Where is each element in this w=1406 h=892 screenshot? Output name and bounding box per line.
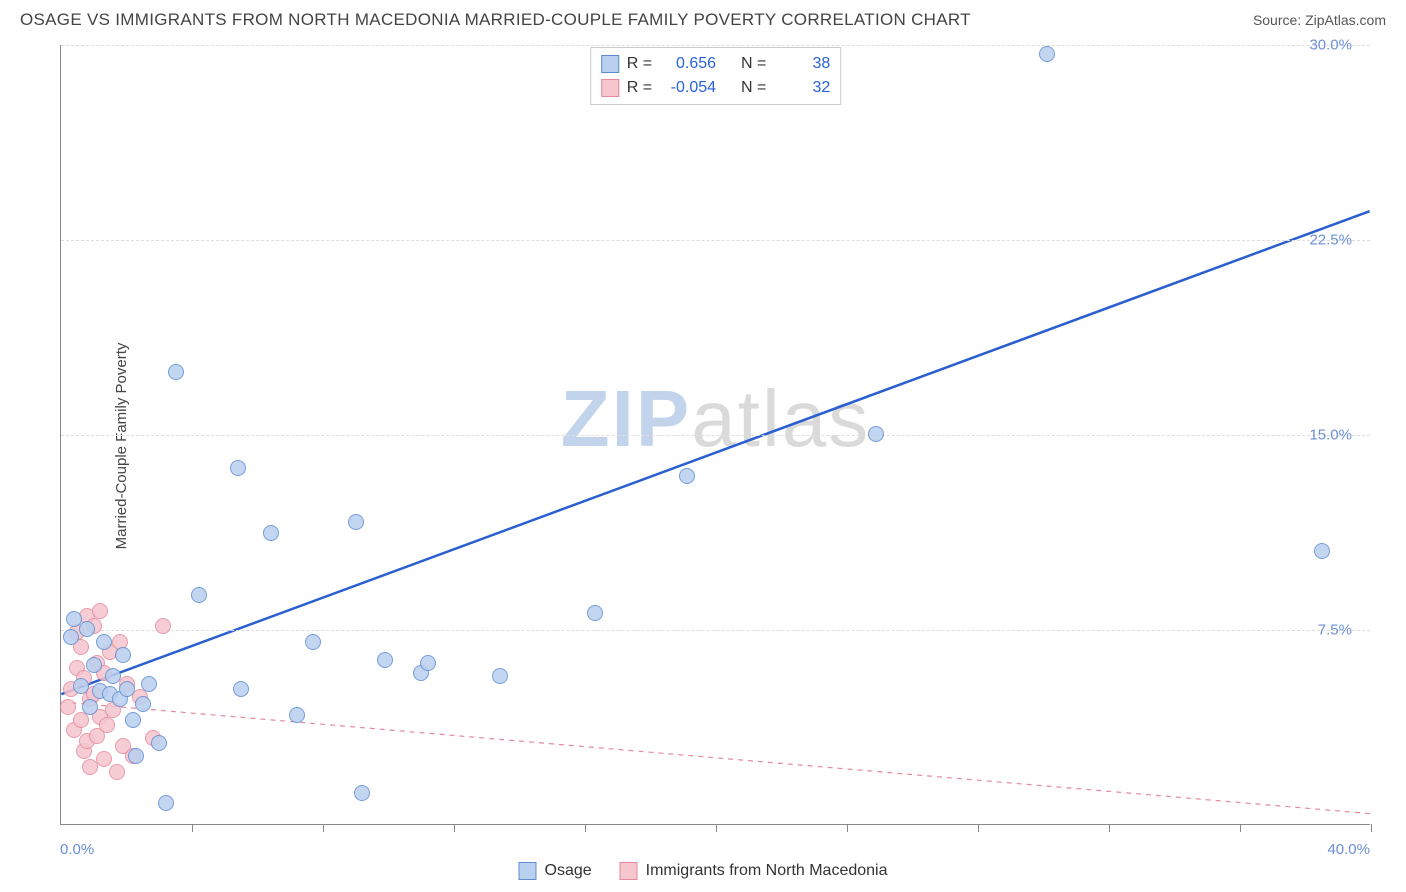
marker-macedonia (92, 603, 108, 619)
marker-osage (151, 735, 167, 751)
y-tick-label: 7.5% (1318, 622, 1352, 639)
marker-osage (105, 668, 121, 684)
page-title: OSAGE VS IMMIGRANTS FROM NORTH MACEDONIA… (20, 10, 971, 30)
source-credit: Source: ZipAtlas.com (1253, 12, 1386, 28)
legend-item-osage: Osage (519, 862, 592, 880)
legend-label-macedonia: Immigrants from North Macedonia (646, 862, 888, 880)
x-tick (1109, 824, 1110, 832)
n-value-osage: 38 (774, 52, 830, 76)
marker-osage (86, 657, 102, 673)
marker-osage (492, 668, 508, 684)
marker-osage (354, 785, 370, 801)
marker-osage (305, 634, 321, 650)
marker-osage (679, 468, 695, 484)
marker-macedonia (73, 712, 89, 728)
x-tick (978, 824, 979, 832)
stats-legend: R = 0.656 N = 38 R = -0.054 N = 32 (590, 47, 842, 105)
y-tick-label: 30.0% (1309, 37, 1352, 54)
marker-macedonia (96, 751, 112, 767)
marker-osage (96, 634, 112, 650)
marker-osage (348, 514, 364, 530)
swatch-osage-icon (519, 862, 537, 880)
marker-osage (63, 629, 79, 645)
marker-osage (420, 655, 436, 671)
marker-osage (230, 460, 246, 476)
marker-osage (168, 364, 184, 380)
marker-osage (119, 681, 135, 697)
x-tick (847, 824, 848, 832)
marker-macedonia (155, 618, 171, 634)
r-label-macedonia: R = (627, 76, 652, 100)
x-tick (585, 824, 586, 832)
marker-osage (79, 621, 95, 637)
marker-osage (263, 525, 279, 541)
marker-osage (128, 748, 144, 764)
x-axis-last-label: 40.0% (1327, 841, 1370, 858)
watermark: ZIPatlas (561, 373, 870, 465)
x-tick (1240, 824, 1241, 832)
x-tick (716, 824, 717, 832)
swatch-macedonia (601, 79, 619, 97)
x-tick (323, 824, 324, 832)
source-prefix: Source: (1253, 12, 1305, 28)
y-tick-label: 15.0% (1309, 427, 1352, 444)
x-tick (1371, 824, 1372, 832)
gridline-horizontal (61, 435, 1370, 436)
watermark-b: atlas (691, 374, 870, 463)
marker-osage (73, 678, 89, 694)
stats-row-osage: R = 0.656 N = 38 (601, 52, 831, 76)
swatch-osage (601, 55, 619, 73)
legend-item-macedonia: Immigrants from North Macedonia (620, 862, 888, 880)
source-name: ZipAtlas.com (1305, 12, 1386, 28)
r-value-macedonia: -0.054 (660, 76, 716, 100)
watermark-a: ZIP (561, 374, 691, 463)
trend-line (61, 211, 1369, 694)
n-value-macedonia: 32 (774, 76, 830, 100)
gridline-horizontal (61, 45, 1370, 46)
n-label-osage: N = (741, 52, 766, 76)
swatch-macedonia-icon (620, 862, 638, 880)
marker-osage (115, 647, 131, 663)
marker-osage (1314, 543, 1330, 559)
trend-line (61, 702, 1369, 814)
marker-osage (868, 426, 884, 442)
marker-osage (125, 712, 141, 728)
r-value-osage: 0.656 (660, 52, 716, 76)
x-tick (192, 824, 193, 832)
x-tick (454, 824, 455, 832)
chart-plot-area: ZIPatlas R = 0.656 N = 38 R = -0.054 N =… (60, 45, 1370, 825)
marker-osage (1039, 46, 1055, 62)
x-axis-first-label: 0.0% (60, 841, 94, 858)
marker-macedonia (60, 699, 76, 715)
marker-macedonia (109, 764, 125, 780)
marker-macedonia (99, 717, 115, 733)
marker-osage (158, 795, 174, 811)
gridline-horizontal (61, 630, 1370, 631)
marker-osage (233, 681, 249, 697)
marker-osage (587, 605, 603, 621)
stats-row-macedonia: R = -0.054 N = 32 (601, 76, 831, 100)
marker-osage (135, 696, 151, 712)
gridline-horizontal (61, 240, 1370, 241)
r-label-osage: R = (627, 52, 652, 76)
marker-osage (377, 652, 393, 668)
marker-osage (191, 587, 207, 603)
marker-osage (289, 707, 305, 723)
y-tick-label: 22.5% (1309, 232, 1352, 249)
series-legend: Osage Immigrants from North Macedonia (519, 862, 888, 880)
marker-osage (141, 676, 157, 692)
n-label-macedonia: N = (741, 76, 766, 100)
legend-label-osage: Osage (545, 862, 592, 880)
marker-osage (82, 699, 98, 715)
